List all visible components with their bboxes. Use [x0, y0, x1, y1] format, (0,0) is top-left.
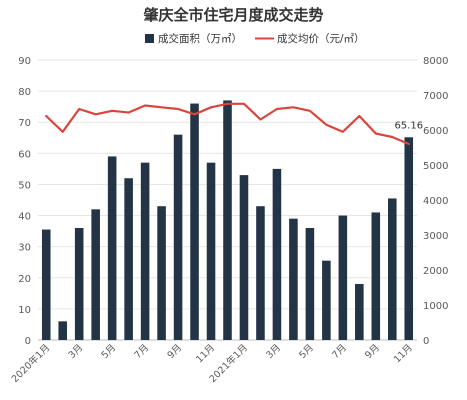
- bar: [371, 212, 381, 340]
- bar: [223, 100, 232, 340]
- y-left-tick-label: 80: [18, 87, 31, 98]
- bar: [124, 178, 133, 340]
- y-left-tick-label: 10: [18, 305, 31, 316]
- x-tick-label: 11月: [392, 342, 415, 365]
- data-label: 65.16: [394, 120, 423, 131]
- x-tick-label: 7月: [132, 342, 151, 361]
- bar: [289, 218, 298, 340]
- bar: [404, 137, 414, 340]
- bar: [74, 228, 84, 340]
- y-right-tick-label: 0: [423, 336, 429, 347]
- bar: [107, 156, 117, 340]
- x-tick-label: 5月: [297, 342, 316, 361]
- y-right-tick-label: 7000: [423, 91, 448, 102]
- y-left-tick-label: 70: [18, 118, 31, 129]
- x-tick-label: 2020年1月: [9, 342, 52, 385]
- x-tick-label: 9月: [165, 342, 184, 361]
- bar: [173, 134, 183, 340]
- bar: [338, 215, 348, 340]
- legend-line-label: 成交均价（元/㎡）: [277, 32, 365, 45]
- legend-bar-label: 成交面积（万㎡）: [158, 32, 242, 45]
- x-tick-label: 5月: [100, 342, 119, 361]
- bar: [91, 209, 100, 340]
- bar: [58, 321, 68, 340]
- x-tick-label: 3月: [67, 342, 86, 361]
- price-line: [45, 102, 410, 146]
- bar: [190, 103, 199, 340]
- y-right-tick-label: 1000: [423, 301, 448, 312]
- chart-title: 肇庆全市住宅月度成交走势: [143, 6, 324, 24]
- y-right-tick-label: 2000: [423, 266, 448, 277]
- y-left-tick-label: 40: [18, 212, 31, 223]
- bar: [239, 175, 249, 340]
- y-right-tick-label: 3000: [423, 231, 448, 242]
- bar: [355, 284, 364, 340]
- y-right-tick-label: 5000: [423, 161, 448, 172]
- bar: [140, 162, 150, 340]
- y-right-tick-label: 4000: [423, 196, 448, 207]
- bar: [256, 206, 265, 340]
- legend-bar-swatch: [145, 34, 154, 43]
- y-left-tick-label: 20: [18, 274, 31, 285]
- bar: [157, 206, 166, 340]
- y-right-tick-label: 8000: [423, 56, 448, 67]
- bar: [41, 229, 51, 340]
- x-tick-label: 9月: [363, 342, 382, 361]
- bar: [322, 260, 331, 340]
- x-tick-label: 11月: [194, 342, 217, 365]
- x-tick-label: 7月: [330, 342, 349, 361]
- y-left-tick-label: 90: [18, 56, 31, 67]
- bar: [206, 162, 216, 340]
- y-left-tick-label: 30: [18, 243, 31, 254]
- y-left-tick-label: 50: [18, 180, 31, 191]
- bar: [272, 168, 282, 340]
- y-right-tick-label: 6000: [423, 126, 448, 137]
- x-tick-label: 3月: [264, 342, 283, 361]
- y-left-tick-label: 0: [25, 336, 31, 347]
- bar: [387, 198, 397, 340]
- y-left-tick-label: 60: [18, 149, 31, 160]
- bar: [305, 228, 315, 340]
